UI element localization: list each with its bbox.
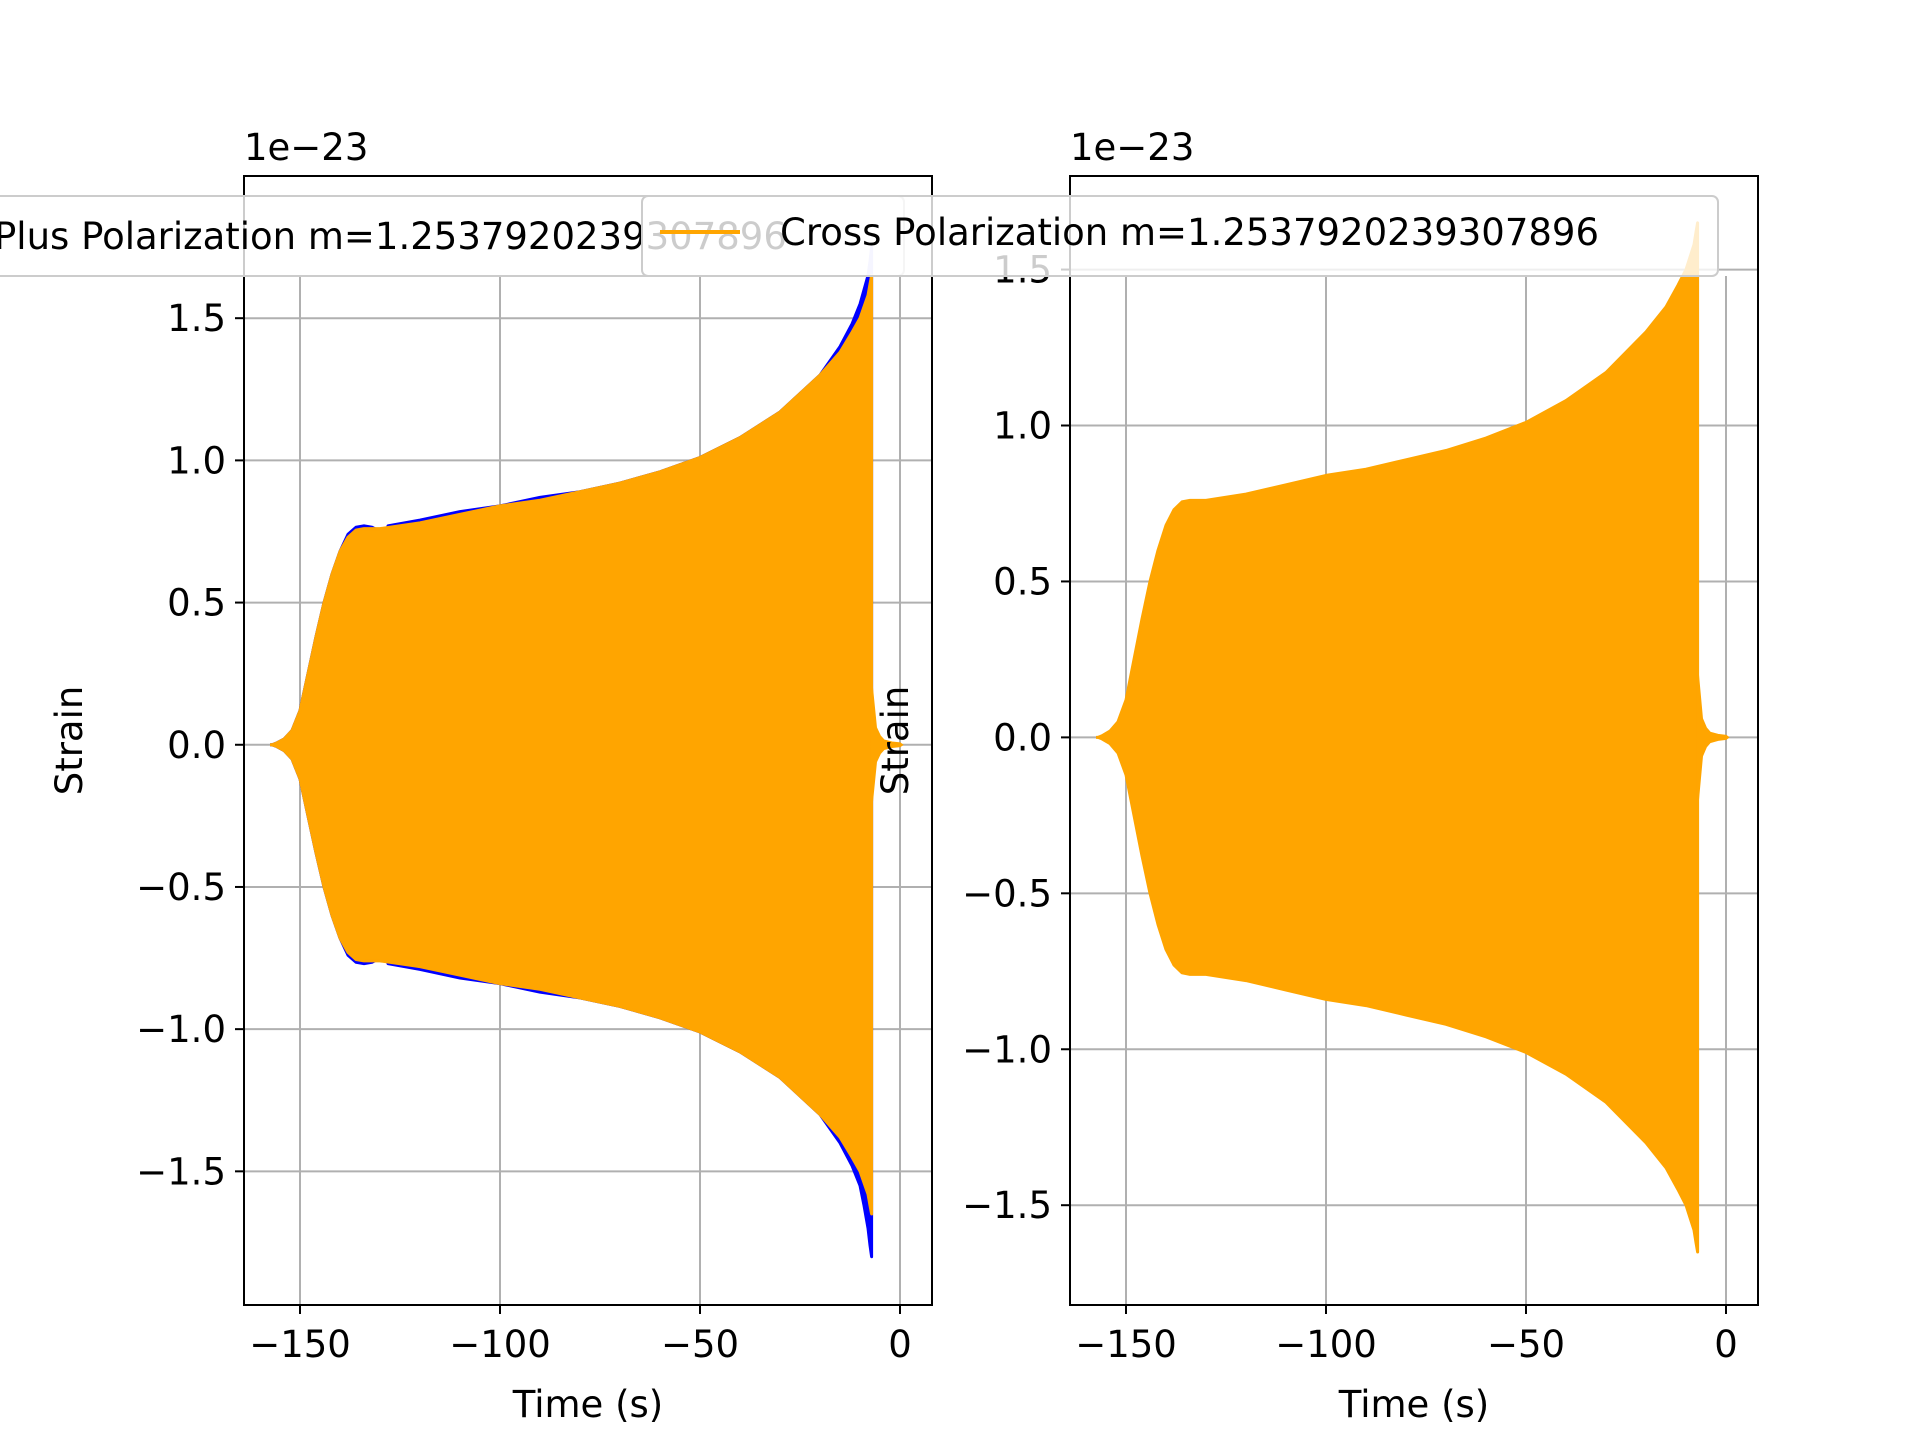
y-offset-text: 1e−23	[244, 126, 368, 169]
y-offset-text: 1e−23	[1070, 126, 1194, 169]
x-tick-label: −50	[1487, 1323, 1565, 1366]
y-tick-label: 0.5	[167, 582, 226, 625]
y-tick-label: −1.5	[136, 1150, 226, 1193]
x-tick-label: −150	[1075, 1323, 1177, 1366]
series-2-envelope	[270, 274, 874, 1216]
x-axis-label: Time (s)	[512, 1383, 663, 1426]
legend-2: Cross Polarization m=1.2537920239307896	[641, 195, 1719, 277]
subplot-1: −150 −100 −50 0 −1.5 −1.0 −0.5 0.0 0.5 1.0 1.5 1e−2…	[48, 126, 933, 1426]
y-tick-label: −1.0	[962, 1028, 1052, 1071]
x-tick-label: 0	[1714, 1323, 1738, 1366]
series-1-waveform	[1096, 221, 1730, 1254]
y-tick-label: 0.5	[993, 560, 1052, 603]
x-tick-label: −50	[661, 1323, 739, 1366]
legend-label: Cross Polarization m=1.2537920239307896	[780, 211, 1599, 254]
y-tick-label: −0.5	[136, 866, 226, 909]
axes-frame	[1069, 175, 1759, 1306]
x-axis-label: Time (s)	[1338, 1383, 1489, 1426]
series-2-ringdown	[871, 687, 904, 802]
y-tick-label: 1.5	[167, 297, 226, 340]
series-2-waveform	[270, 274, 904, 1216]
x-tick-label: 0	[888, 1323, 912, 1366]
subplot-2: −150−100−500−1.5−1.0−0.50.00.51.01.51e−2…	[874, 126, 1759, 1426]
x-tick-label: −150	[249, 1323, 351, 1366]
y-tick-label: 0.0	[993, 716, 1052, 759]
y-axis-label: Strain	[48, 686, 91, 796]
x-tick-label: −100	[449, 1323, 551, 1366]
legend-box	[641, 195, 1719, 277]
y-tick-label: 1.0	[167, 439, 226, 482]
y-tick-label: −1.0	[136, 1008, 226, 1051]
y-tick-label: 0.0	[167, 724, 226, 767]
y-axis-label: Strain	[874, 686, 917, 796]
y-tick-label: −1.5	[962, 1184, 1052, 1227]
y-tick-label: 1.0	[993, 405, 1052, 448]
axes-frame	[243, 175, 933, 1306]
y-tick-label: −0.5	[962, 872, 1052, 915]
series-1-ringdown	[1697, 674, 1730, 800]
series-1-envelope	[1096, 221, 1700, 1254]
x-tick-label: −100	[1275, 1323, 1377, 1366]
